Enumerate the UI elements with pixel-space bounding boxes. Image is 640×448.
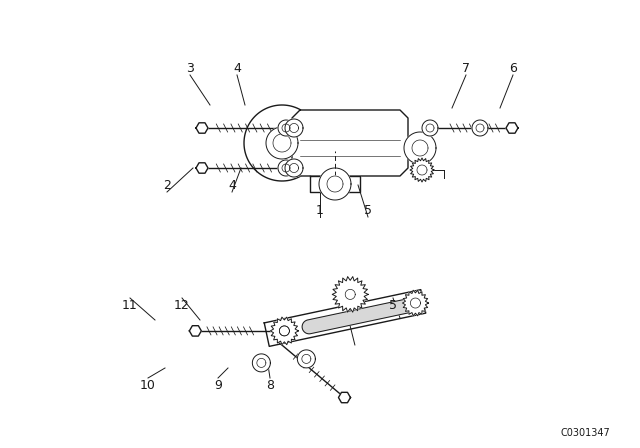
- Polygon shape: [310, 176, 360, 192]
- Text: 11: 11: [122, 298, 138, 311]
- Text: 2: 2: [163, 178, 171, 191]
- Text: 12: 12: [174, 298, 190, 311]
- Polygon shape: [319, 168, 351, 200]
- Text: 8: 8: [266, 379, 274, 392]
- Text: 5: 5: [389, 298, 397, 311]
- Polygon shape: [410, 158, 434, 182]
- Text: 10: 10: [140, 379, 156, 392]
- Polygon shape: [302, 298, 418, 334]
- Polygon shape: [292, 110, 408, 176]
- Polygon shape: [266, 127, 298, 159]
- Text: C0301347: C0301347: [560, 428, 610, 438]
- Text: 3: 3: [186, 61, 194, 74]
- Polygon shape: [196, 163, 208, 173]
- Text: 9: 9: [214, 379, 222, 392]
- Text: 4: 4: [233, 61, 241, 74]
- Polygon shape: [273, 134, 291, 152]
- Polygon shape: [422, 120, 438, 136]
- Polygon shape: [278, 120, 294, 136]
- Polygon shape: [279, 326, 289, 336]
- Polygon shape: [278, 160, 294, 176]
- Polygon shape: [404, 132, 436, 164]
- Polygon shape: [298, 350, 316, 368]
- Polygon shape: [327, 176, 343, 192]
- Text: 6: 6: [509, 61, 517, 74]
- Text: 1: 1: [316, 203, 324, 216]
- Polygon shape: [244, 105, 320, 181]
- Polygon shape: [196, 123, 208, 133]
- Polygon shape: [189, 326, 202, 336]
- Text: 5: 5: [364, 203, 372, 216]
- Polygon shape: [472, 120, 488, 136]
- Polygon shape: [273, 320, 295, 342]
- Polygon shape: [252, 354, 270, 372]
- Polygon shape: [339, 392, 351, 403]
- Polygon shape: [270, 317, 298, 345]
- Text: 4: 4: [228, 178, 236, 191]
- Text: 12: 12: [337, 285, 353, 298]
- Polygon shape: [285, 119, 303, 137]
- Text: 7: 7: [462, 61, 470, 74]
- Polygon shape: [332, 276, 368, 312]
- Polygon shape: [403, 290, 428, 316]
- Polygon shape: [285, 159, 303, 177]
- Polygon shape: [506, 123, 518, 133]
- Polygon shape: [412, 140, 428, 156]
- Polygon shape: [264, 289, 426, 346]
